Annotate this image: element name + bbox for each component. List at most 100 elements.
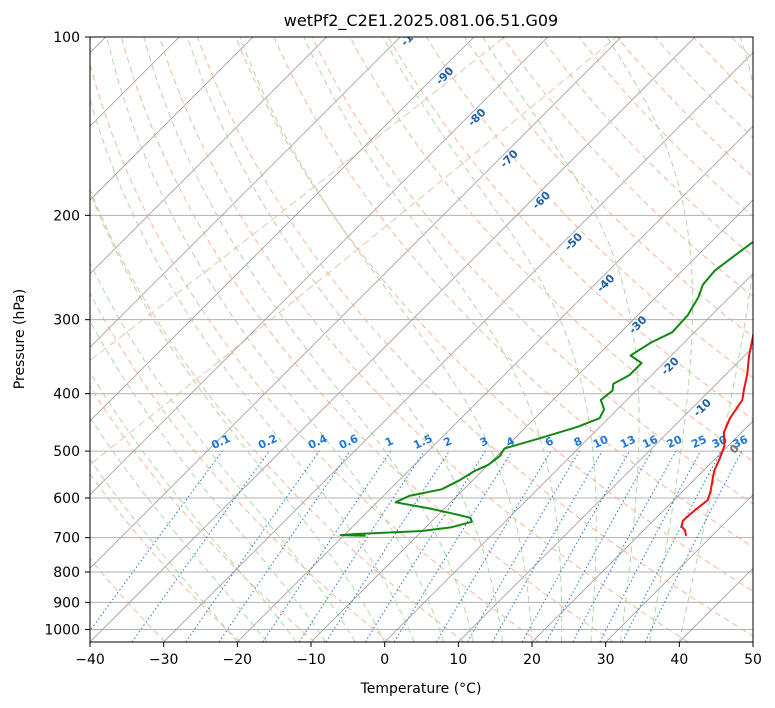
dry-adiabat-line (349, 37, 753, 462)
adiabat-label: -80 (465, 106, 488, 129)
mixing-ratio-line (545, 450, 653, 642)
x-tick-label: 50 (744, 652, 762, 668)
dry-adiabat-line (120, 37, 614, 642)
adiabat-label: -20 (659, 354, 682, 377)
temperature-line (680, 329, 753, 536)
moist-adiabat-lines (90, 37, 753, 642)
dry-adiabat-line (159, 37, 689, 642)
dry-adiabat-line (654, 37, 753, 139)
dry-adiabat-line (235, 37, 753, 592)
moist-adiabat-line (90, 190, 386, 642)
dry-adiabat-line (90, 385, 316, 642)
mixing-ratio-label: 3 (478, 434, 490, 449)
mixing-ratio-line (393, 450, 513, 642)
isotherm-line (679, 567, 753, 642)
moist-adiabat-line (678, 37, 753, 642)
moist-adiabat-line (90, 320, 327, 642)
y-tick-label: 200 (53, 208, 80, 224)
mixing-ratio-line (262, 450, 392, 642)
dry-adiabat-line (387, 37, 753, 420)
y-tick-label: 400 (53, 387, 80, 403)
sounding-series (339, 240, 753, 537)
isotherm-line (163, 52, 753, 642)
mixing-ratio-line (599, 450, 701, 642)
moist-adiabat-line (106, 37, 445, 642)
mixing-ratio-line (644, 450, 743, 642)
y-axis-ticks: 1000 900 800 700 600 500 400 300 200 100 (44, 30, 90, 638)
adiabat-label: -60 (530, 189, 553, 212)
adiabat-label: -10 (691, 396, 714, 419)
dry-adiabat-line (464, 37, 753, 338)
dry-adiabat-line (273, 37, 753, 548)
mixing-ratio-line (521, 450, 630, 642)
chart-title: wetPf2_C2E1.2025.081.06.51.G09 (284, 11, 558, 31)
moist-adiabat-line (382, 37, 597, 642)
mixing-ratio-lines (90, 450, 743, 642)
guide-curve (90, 37, 505, 362)
isotherm-line (90, 37, 548, 496)
dry-adiabat-line (90, 473, 241, 642)
moist-adiabat-line (606, 37, 694, 642)
isotherm-line (90, 37, 401, 348)
isotherm-line (458, 346, 753, 642)
mixing-ratio-line (364, 450, 486, 642)
mixing-ratio-label: 1 (383, 434, 395, 449)
dry-adiabat-line (425, 37, 753, 379)
mixing-ratio-label: 2 (442, 434, 454, 449)
y-tick-label: 100 (53, 30, 80, 46)
mixing-ratio-label: 25 (689, 433, 708, 451)
adiabat-label: -30 (626, 313, 649, 336)
mixing-ratio-line (131, 450, 270, 642)
y-tick-label: 700 (53, 531, 80, 547)
plot-frame (89, 36, 754, 643)
dry-adiabat-line (502, 37, 753, 298)
isotherm-line (90, 37, 622, 569)
adiabat-label: 10 (757, 480, 775, 500)
x-tick-label: 0 (380, 652, 389, 668)
y-tick-label: 1000 (44, 622, 80, 638)
x-axis-ticks: −40 −30 −20 −10 0 10 20 30 40 50 (75, 642, 762, 668)
moist-adiabat-line (90, 261, 356, 642)
dry-adiabat-line (770, 37, 775, 642)
dry-adiabat-line (90, 62, 540, 642)
mixing-ratio-line (467, 450, 580, 642)
mixing-ratio-line (572, 450, 677, 642)
y-tick-label: 300 (53, 313, 80, 329)
mixing-ratio-label: 16 (640, 433, 660, 451)
y-tick-label: 600 (53, 491, 80, 507)
dewpoint-line (339, 240, 753, 537)
mixing-ratio-line (185, 450, 320, 642)
y-tick-label: 500 (53, 444, 80, 460)
x-axis-label: Temperature (°C) (360, 681, 482, 697)
moist-adiabat-line (143, 37, 474, 642)
mixing-ratio-label: 10 (591, 433, 611, 451)
x-tick-label: −30 (149, 652, 179, 668)
guide-curve (90, 37, 617, 466)
dry-adiabat-line (197, 37, 753, 637)
mixing-ratio-label: 0.4 (306, 432, 329, 452)
y-tick-label: 900 (53, 595, 80, 611)
isotherm-line (605, 494, 753, 642)
isotherm-line (752, 641, 753, 642)
moist-adiabat-line (90, 416, 268, 642)
dry-adiabat-lines (90, 37, 775, 642)
adiabat-label: -70 (498, 147, 521, 170)
dry-adiabat-line (692, 37, 753, 99)
dry-adiabat-line (311, 37, 753, 505)
background-lines (90, 37, 617, 466)
dry-adiabat-line (90, 292, 390, 642)
y-tick-label: 800 (53, 565, 80, 581)
isotherm-line (531, 420, 753, 642)
mixing-ratio-line (325, 450, 450, 642)
mixing-ratio-label: 30 (710, 433, 730, 451)
adiabat-label: -100 (398, 20, 427, 49)
x-tick-label: 20 (523, 652, 541, 668)
mixing-ratio-label: 8 (572, 434, 584, 449)
dry-adiabat-line (578, 37, 753, 218)
mixing-ratio-line (218, 450, 351, 642)
mixing-ratio-label: 36 (731, 433, 751, 451)
moist-adiabat-line (90, 458, 238, 642)
moist-adiabat-line (90, 370, 297, 642)
adiabat-label: -40 (594, 271, 617, 294)
